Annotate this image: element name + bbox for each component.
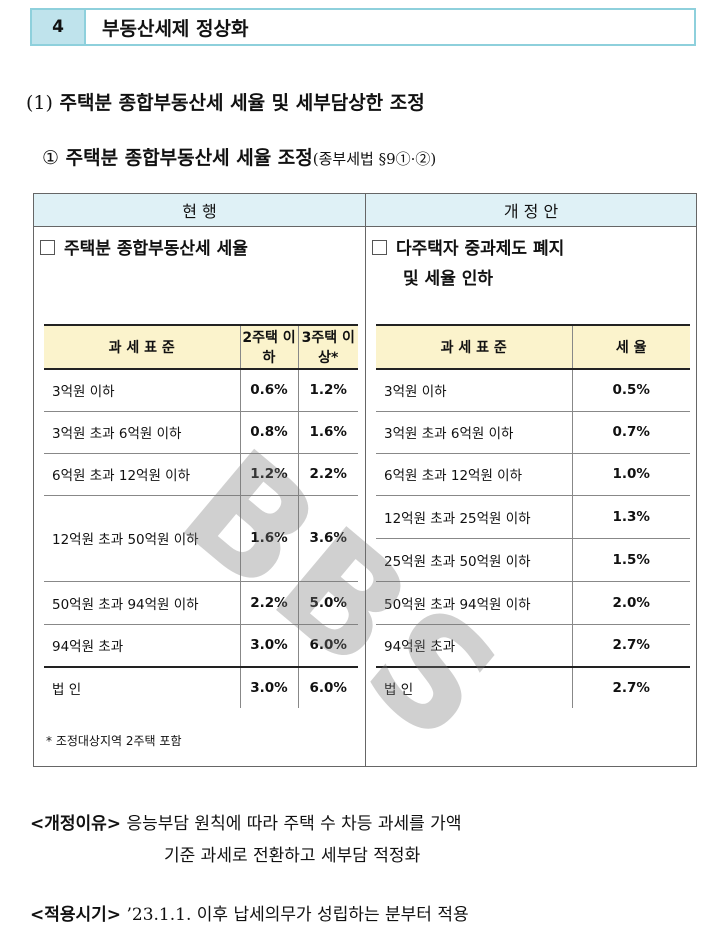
section-number: 4 — [32, 10, 86, 44]
rate-cell: 1.6% — [239, 495, 298, 582]
table-header-row: 과 세 표 준 2주택 이하 3주택 이상* — [44, 324, 358, 370]
rate-cell: 0.8% — [239, 411, 298, 454]
checkbox-icon — [372, 240, 387, 255]
tax-base-cell: 법 인 — [376, 666, 572, 708]
tax-base-cell: 6억원 초과 12억원 이하 — [44, 453, 240, 496]
rate-cell: 6.0% — [297, 624, 358, 668]
column-header: 세 율 — [571, 324, 690, 370]
heading-1-text: 주택분 종합부동산세 세율 및 세부담상한 조정 — [59, 92, 425, 114]
heading-2-text: 주택분 종합부동산세 세율 조정 — [65, 147, 313, 169]
section-title: 부동산세제 정상화 — [102, 17, 249, 40]
current-header: 현 행 — [34, 194, 366, 226]
table-row: 3억원 초과 6억원 이하 0.8% 1.6% — [44, 411, 358, 454]
rate-cell: 1.6% — [297, 411, 358, 454]
heading-1-number: (1) — [26, 92, 53, 114]
heading-2: ① 주택분 종합부동산세 세율 조정(종부세법 §9①·②) — [42, 143, 436, 170]
tax-base-cell: 6억원 초과 12억원 이하 — [376, 453, 572, 496]
current-title-text: 주택분 종합부동산세 세율 — [64, 239, 248, 259]
rate-cell: 1.5% — [571, 538, 690, 582]
table-row: 12억원 초과 25억원 이하 1.3% — [376, 495, 690, 539]
table-row: 3억원 이하 0.5% — [376, 369, 690, 412]
comparison-header: 현 행 개 정 안 — [34, 194, 696, 227]
rate-cell: 6.0% — [297, 666, 358, 708]
footnote: * 조정대상지역 2주택 포함 — [46, 734, 182, 748]
table-row-corporation: 법 인 2.7% — [376, 666, 690, 708]
table-row-corporation: 법 인 3.0% 6.0% — [44, 666, 358, 708]
reason-label: <개정이유> — [30, 814, 122, 834]
rate-cell: 1.2% — [239, 453, 298, 496]
checkbox-icon — [40, 240, 55, 255]
tax-base-cell: 94억원 초과 — [376, 624, 572, 668]
rate-cell: 3.0% — [239, 624, 298, 668]
section-header: 4 부동산세제 정상화 — [30, 8, 696, 46]
rate-cell: 2.7% — [571, 666, 690, 708]
apply-label: <적용시기> — [30, 905, 122, 925]
table-row: 3억원 이하 0.6% 1.2% — [44, 369, 358, 412]
table-row: 50억원 초과 94억원 이하 2.2% 5.0% — [44, 581, 358, 625]
heading-2-ref: (종부세법 §9①·②) — [312, 150, 437, 168]
proposal-title: 다주택자 중과제도 폐지 및 세율 인하 — [372, 234, 564, 294]
rate-cell: 2.2% — [297, 453, 358, 496]
proposal-title-line1: 다주택자 중과제도 폐지 — [396, 239, 565, 259]
comparison-box: 현 행 개 정 안 주택분 종합부동산세 세율 과 세 표 준 2주택 이하 3… — [33, 193, 697, 767]
tax-base-cell: 12억원 초과 50억원 이하 — [44, 495, 240, 582]
rate-cell: 0.7% — [571, 411, 690, 454]
rate-cell: 1.2% — [297, 369, 358, 412]
rate-cell: 2.0% — [571, 581, 690, 625]
column-header: 과 세 표 준 — [376, 324, 572, 370]
table-row: 6억원 초과 12억원 이하 1.0% — [376, 453, 690, 496]
reason-line2: 기준 과세로 전환하고 세부담 적정화 — [164, 846, 421, 866]
rate-cell: 1.3% — [571, 495, 690, 539]
revision-reason: <개정이유> 응능부담 원칙에 따라 주택 수 차등 과세를 가액 기준 과세로… — [30, 808, 461, 872]
table-row: 94억원 초과 3.0% 6.0% — [44, 624, 358, 668]
reason-line1: 응능부담 원칙에 따라 주택 수 차등 과세를 가액 — [126, 814, 462, 834]
tax-base-cell: 3억원 초과 6억원 이하 — [376, 411, 572, 454]
current-rate-table: 과 세 표 준 2주택 이하 3주택 이상* 3억원 이하 0.6% 1.2% … — [44, 324, 358, 708]
rate-cell: 5.0% — [297, 581, 358, 625]
proposal-title-line2: 및 세율 인하 — [403, 269, 494, 289]
column-header: 3주택 이상* — [297, 324, 358, 370]
tax-base-cell: 3억원 초과 6억원 이하 — [44, 411, 240, 454]
tax-base-cell: 50억원 초과 94억원 이하 — [376, 581, 572, 625]
rate-cell: 1.0% — [571, 453, 690, 496]
table-row: 94억원 초과 2.7% — [376, 624, 690, 668]
current-title: 주택분 종합부동산세 세율 — [40, 234, 248, 264]
tax-base-cell: 3억원 이하 — [376, 369, 572, 412]
column-header: 과 세 표 준 — [44, 324, 240, 370]
proposal-header: 개 정 안 — [503, 202, 559, 221]
rate-cell: 3.0% — [239, 666, 298, 708]
tax-base-cell: 3억원 이하 — [44, 369, 240, 412]
rate-cell: 0.5% — [571, 369, 690, 412]
tax-base-cell: 94억원 초과 — [44, 624, 240, 668]
rate-cell: 2.2% — [239, 581, 298, 625]
heading-2-marker: ① — [42, 147, 60, 169]
apply-date: ’23.1.1. — [126, 905, 192, 925]
table-row: 12억원 초과 50억원 이하 1.6% 3.6% — [44, 495, 358, 582]
table-header-row: 과 세 표 준 세 율 — [376, 324, 690, 370]
table-row: 25억원 초과 50억원 이하 1.5% — [376, 538, 690, 582]
rate-cell: 2.7% — [571, 624, 690, 668]
apply-text: 이후 납세의무가 성립하는 분부터 적용 — [196, 905, 469, 925]
table-row: 6억원 초과 12억원 이하 1.2% 2.2% — [44, 453, 358, 496]
tax-base-cell: 법 인 — [44, 666, 240, 708]
tax-base-cell: 12억원 초과 25억원 이하 — [376, 495, 572, 539]
rate-cell: 3.6% — [297, 495, 358, 582]
heading-1: (1) 주택분 종합부동산세 세율 및 세부담상한 조정 — [26, 88, 425, 115]
table-row: 3억원 초과 6억원 이하 0.7% — [376, 411, 690, 454]
tax-base-cell: 50억원 초과 94억원 이하 — [44, 581, 240, 625]
column-header: 2주택 이하 — [239, 324, 298, 370]
application-date: <적용시기> ’23.1.1. 이후 납세의무가 성립하는 분부터 적용 — [30, 900, 469, 925]
column-divider — [365, 226, 366, 766]
table-row: 50억원 초과 94억원 이하 2.0% — [376, 581, 690, 625]
tax-base-cell: 25억원 초과 50억원 이하 — [376, 538, 572, 582]
rate-cell: 0.6% — [239, 369, 298, 412]
proposal-rate-table: 과 세 표 준 세 율 3억원 이하 0.5% 3억원 초과 6억원 이하 0.… — [376, 324, 690, 708]
